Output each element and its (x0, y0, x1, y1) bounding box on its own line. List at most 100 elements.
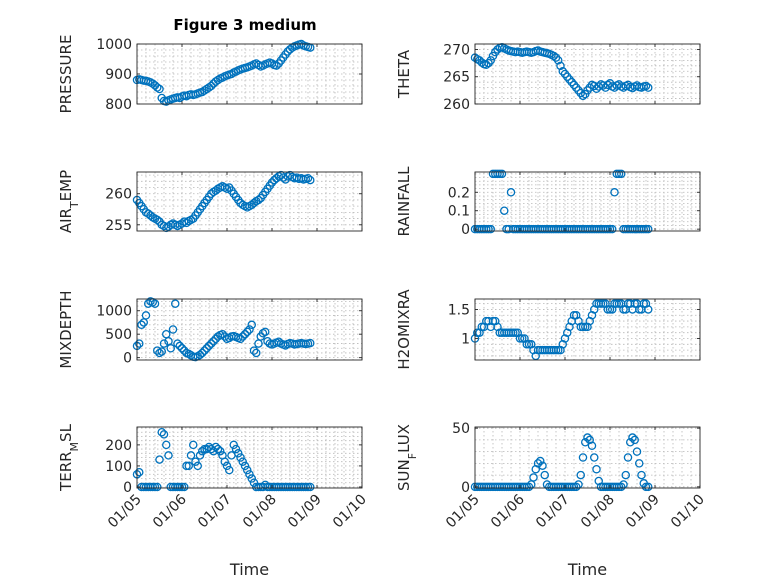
plot-area (475, 427, 700, 488)
y-tick-label: 900 (105, 67, 132, 83)
data-point (213, 75, 223, 85)
data-point (247, 474, 256, 483)
y-tick-label: 265 (443, 70, 470, 86)
y-axis-label: THETA (395, 49, 413, 99)
data-point (592, 464, 601, 474)
data-point (569, 80, 579, 90)
data-point (486, 56, 495, 65)
data-point (637, 470, 646, 480)
data-point (529, 473, 538, 482)
data-point (233, 449, 243, 458)
y-tick-label: 50 (452, 421, 470, 437)
data-point (249, 478, 259, 487)
x-tick-label: 01/10 (330, 492, 370, 532)
axes-frame (136, 298, 363, 361)
grid (475, 299, 700, 360)
x-tick-label: 01/06 (150, 491, 190, 531)
data-point (267, 178, 277, 187)
data-point (249, 346, 259, 355)
y-axis-label: PRESSURE (57, 35, 75, 114)
series-mixdepth (132, 297, 315, 362)
data-point (173, 339, 182, 348)
x-tick-label: 01/07 (195, 492, 235, 532)
y-tick-label: 200 (105, 438, 132, 454)
data-point (222, 461, 232, 471)
data-point (578, 453, 588, 462)
x-axis-label: Time (229, 560, 269, 579)
grid (137, 172, 362, 231)
data-point (623, 453, 633, 462)
data-point (186, 451, 196, 460)
x-tick-label: 01/08 (240, 492, 280, 532)
data-point (152, 83, 162, 92)
data-point (195, 451, 205, 460)
data-point (260, 327, 270, 337)
axes-frame (474, 171, 701, 232)
y-axis-label: H2OMIXRA (395, 289, 413, 370)
data-point (272, 61, 281, 70)
data-point (141, 311, 151, 320)
data-point (583, 86, 592, 95)
axes-frame (474, 298, 701, 361)
data-point (134, 467, 144, 477)
data-point (202, 344, 211, 353)
x-tick-label: 01/08 (578, 492, 618, 532)
data-point (188, 440, 198, 450)
data-point (166, 344, 175, 353)
data-point (245, 325, 254, 334)
data-point (563, 72, 572, 81)
series-h2omixra (470, 299, 653, 361)
data-point (157, 428, 166, 437)
data-point (572, 83, 581, 92)
data-point (204, 341, 214, 351)
data-point (193, 461, 202, 471)
data-point (229, 440, 238, 450)
axes-rainfall: 0 0.1 0.2 RAINFALL (395, 166, 701, 238)
data-point (220, 457, 229, 466)
data-point (137, 320, 146, 330)
data-point (567, 77, 577, 87)
series-air-temp (132, 170, 315, 233)
data-point (506, 188, 516, 197)
data-point (635, 459, 644, 468)
data-point (574, 86, 583, 95)
data-point (572, 482, 581, 492)
data-point (630, 435, 640, 445)
data-point (224, 465, 234, 475)
data-point (164, 451, 173, 460)
data-point (303, 173, 313, 183)
data-point (305, 482, 315, 492)
data-point (134, 339, 144, 348)
data-point (499, 206, 509, 215)
y-axis-label: MIXDEPTH (57, 290, 75, 368)
x-axis-label: Time (567, 560, 607, 579)
axes-frame (474, 43, 701, 105)
x-tick-label: 01/09 (285, 492, 325, 532)
x-tick-label: 01/09 (623, 492, 663, 532)
data-point (236, 334, 245, 344)
data-point (170, 299, 180, 308)
y-tick-label: 0.2 (448, 185, 470, 201)
axes-frame (136, 171, 363, 232)
data-point (576, 470, 586, 480)
data-point (152, 482, 162, 492)
data-point (644, 482, 653, 492)
x-tick-label: 01/06 (488, 491, 528, 531)
y-tick-label: 0 (123, 351, 132, 367)
data-point (240, 461, 250, 471)
data-point (641, 81, 651, 91)
data-point (152, 215, 162, 225)
data-point (558, 67, 568, 76)
data-point (632, 447, 642, 456)
data-point (247, 320, 256, 330)
data-point (560, 69, 570, 79)
data-point (238, 457, 247, 466)
data-point (238, 332, 247, 341)
data-point (197, 446, 207, 456)
data-point (565, 75, 574, 84)
data-point (536, 456, 545, 466)
axes-terr-msl: 0 100 200 01/05 01/06 01/07 01/08 01/09 01/10 TER… (57, 423, 370, 579)
data-point (549, 51, 559, 61)
y-tick-label: 800 (105, 97, 132, 113)
